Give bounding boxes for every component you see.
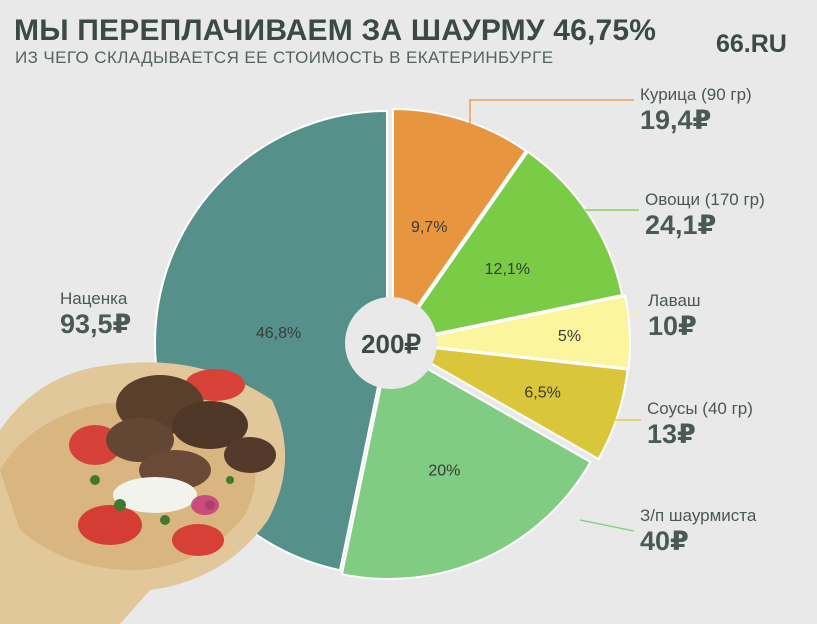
- leader-line: [579, 519, 635, 532]
- slice-name: Овощи (170 гр): [645, 190, 765, 209]
- slice-name: З/п шаурмиста: [640, 506, 757, 525]
- slice-value: 19,4₽: [640, 105, 712, 135]
- center-hole: [345, 297, 437, 389]
- slice-percent-label: 6,5%: [524, 384, 560, 401]
- slice-percent-label: 46,8%: [256, 325, 301, 342]
- slice-value: 93,5₽: [60, 309, 132, 339]
- slice-percent-label: 9,7%: [411, 219, 447, 236]
- chart-title: МЫ ПЕРЕПЛАЧИВАЕМ ЗА ШАУРМУ 46,75%: [14, 14, 657, 47]
- slice-name: Наценка: [60, 289, 128, 308]
- pie-slice: [340, 345, 592, 580]
- pie-slice: [396, 343, 629, 461]
- slice-name: Соусы (40 гр): [647, 399, 753, 418]
- slice-legend-label: З/п шаурмиста 40₽: [640, 506, 756, 556]
- pie-slice: [392, 107, 528, 345]
- slice-legend-label: Овощи (170 гр) 24,1₽: [645, 190, 765, 240]
- slice-percent-label: 5%: [558, 328, 581, 345]
- chart-subtitle: ИЗ ЧЕГО СКЛАДЫВАЕТСЯ ЕЕ СТОИМОСТЬ В ЕКАТ…: [15, 48, 554, 67]
- pie-slice: [392, 150, 624, 344]
- center-total-label: 200₽: [361, 329, 421, 359]
- slice-percent-label: 20%: [428, 463, 460, 480]
- slice-name: Лаваш: [648, 291, 701, 310]
- shawarma-image: [0, 362, 286, 624]
- slice-legend-label: Наценка 93,5₽: [60, 289, 131, 339]
- slice-value: 40₽: [640, 526, 689, 556]
- slice-legend-label: Соусы (40 гр) 13₽: [647, 399, 753, 449]
- slice-value: 24,1₽: [645, 210, 717, 240]
- slice-name: Курица (90 гр): [640, 85, 752, 104]
- leader-line: [469, 99, 634, 154]
- slice-value: 10₽: [648, 311, 697, 341]
- slice-legend-label: Курица (90 гр) 19,4₽: [640, 85, 752, 135]
- slice-value: 13₽: [647, 419, 696, 449]
- pie-slice: [397, 294, 631, 370]
- slice-percent-label: 12,1%: [485, 261, 530, 278]
- slice-legend-label: Лаваш 10₽: [648, 291, 701, 341]
- brand-logo: 66.RU: [716, 30, 787, 58]
